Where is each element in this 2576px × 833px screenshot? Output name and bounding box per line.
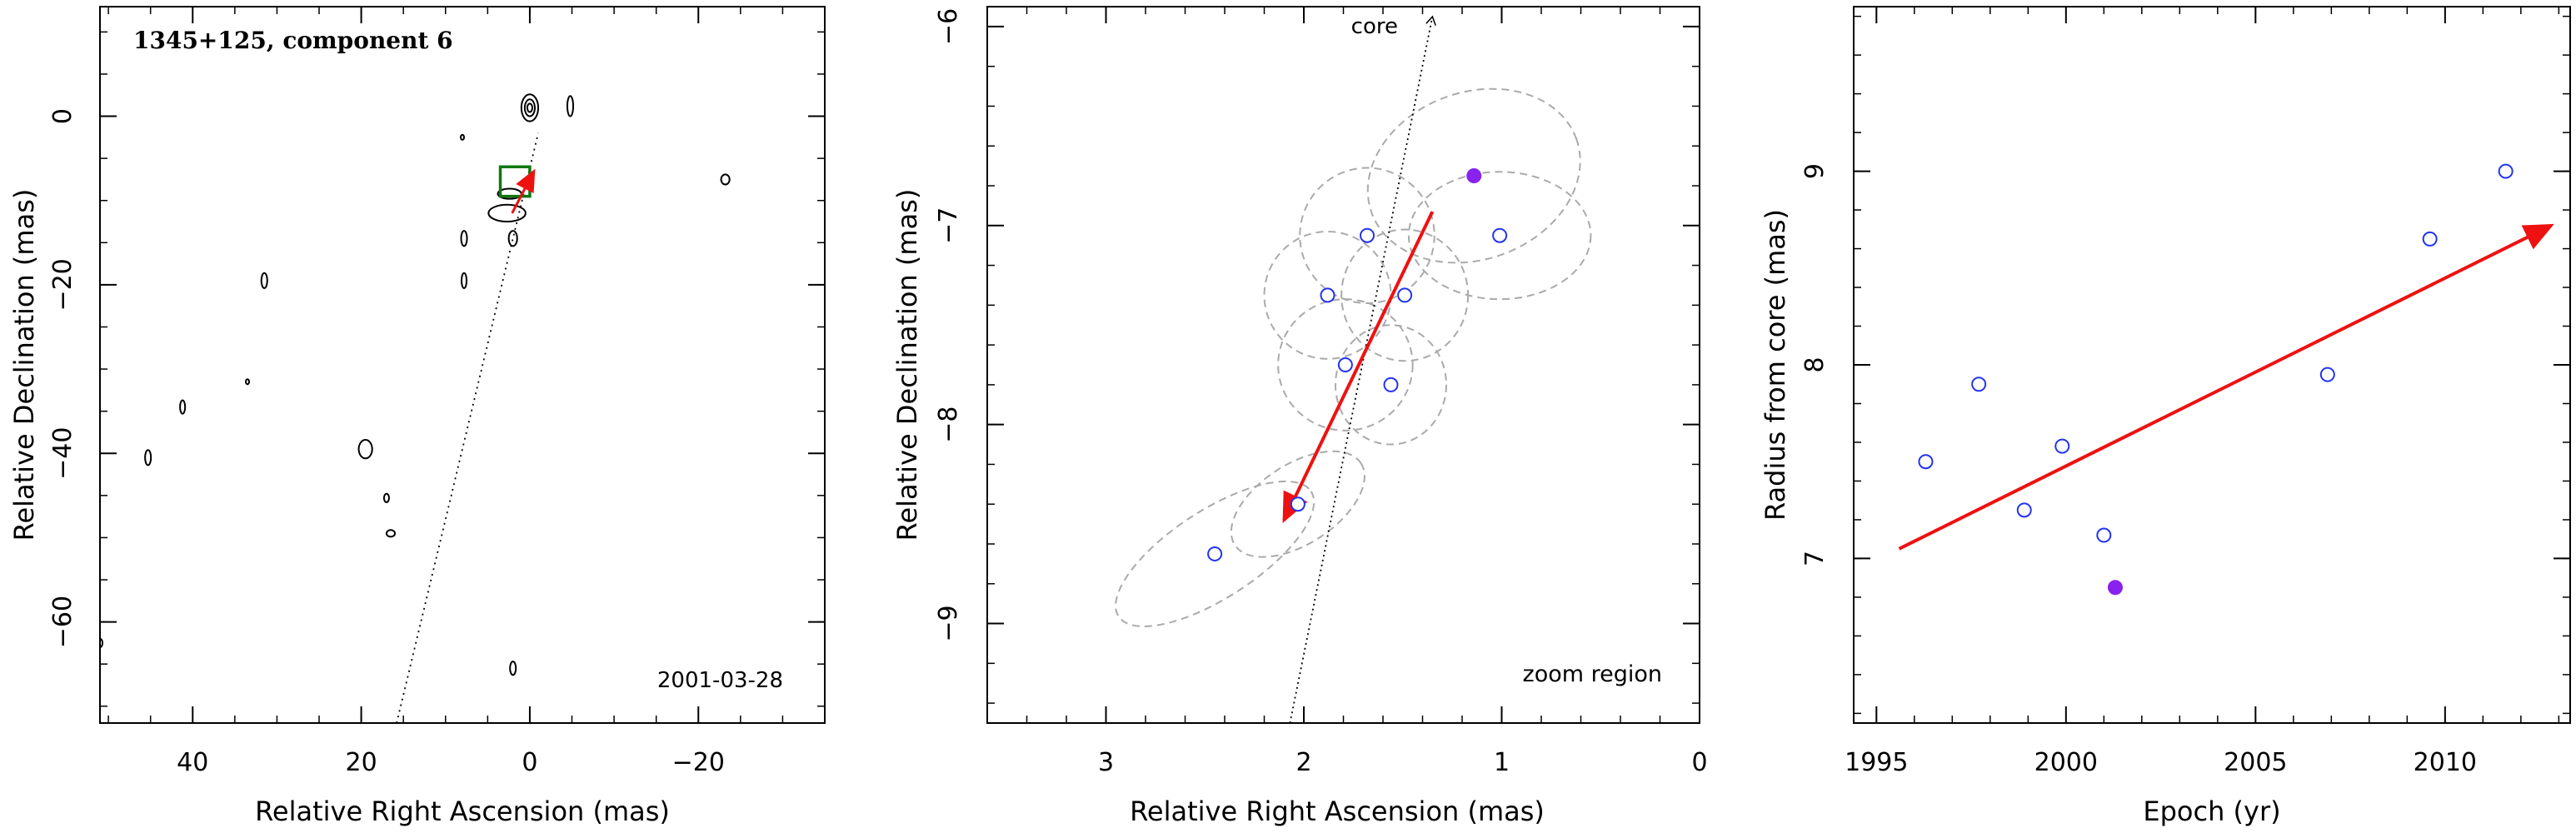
contour — [460, 272, 468, 289]
data-point-open — [1290, 496, 1305, 512]
data-point-open — [1207, 546, 1223, 561]
zoom-group — [1115, 17, 1592, 723]
core-trajectory-line — [396, 132, 539, 723]
y-tick-label: −20 — [48, 258, 77, 311]
contour — [460, 133, 465, 141]
data-point-filled — [2107, 580, 2123, 596]
data-point-open — [2096, 527, 2112, 543]
panel-left-frame — [99, 6, 826, 724]
x-tick-label: 0 — [522, 748, 537, 777]
y-tick-label: 0 — [48, 108, 77, 124]
contour — [385, 529, 397, 538]
panel-right-frame — [1853, 6, 2571, 724]
component-ellipse — [1230, 450, 1365, 558]
panel-middle: 3 2 1 0 −6 −7 −8 −9 core zoom region Relative R… — [891, 6, 1708, 827]
data-point-open — [2498, 163, 2514, 179]
zoom-box — [498, 165, 532, 198]
panel-right: 1995 2000 2005 2010 7 8 9 Epoch (yr) Radius fr… — [1760, 6, 2571, 827]
core-direction-line — [1289, 17, 1432, 723]
contour-group — [100, 93, 731, 723]
y-tick-label: 8 — [1800, 357, 1830, 372]
y-tick-label: −40 — [48, 427, 77, 480]
x-tick-label: 3 — [1098, 748, 1114, 777]
data-point-open — [2422, 231, 2438, 247]
panel-left: 40 20 0 −20 0 −20 −40 −60 1345+125, component 6… — [8, 6, 826, 827]
core-label: core — [1351, 14, 1398, 39]
component-ellipse — [1115, 480, 1315, 627]
contour — [566, 95, 575, 117]
panel-right-xlabel: Epoch (yr) — [2143, 796, 2280, 827]
x-tick-label: 2 — [1295, 748, 1311, 777]
panel-left-ticks: 40 20 0 −20 0 −20 −40 −60 — [48, 7, 826, 777]
x-tick-label: 20 — [346, 748, 377, 777]
x-tick-label: 40 — [177, 748, 208, 777]
component-ellipse — [1335, 324, 1447, 446]
contour — [460, 230, 468, 247]
x-tick-label: −20 — [672, 748, 725, 777]
data-point-open — [1397, 287, 1413, 303]
y-tick-label: −60 — [48, 596, 77, 648]
component-ellipse — [1299, 167, 1435, 304]
contour — [526, 102, 533, 113]
component-ellipse — [1407, 171, 1592, 301]
panel-left-date: 2001-03-28 — [657, 668, 783, 693]
motion-arrow — [1282, 211, 1435, 523]
data-point-open — [1383, 377, 1399, 392]
contour — [509, 661, 517, 676]
x-tick-label: 2005 — [2224, 748, 2287, 777]
panel-middle-ticks: 3 2 1 0 −6 −7 −8 −9 — [934, 7, 1708, 777]
panel-right-ticks: 1995 2000 2005 2010 7 8 9 — [1800, 7, 2570, 777]
motion-arrow — [511, 168, 536, 214]
data-point-open — [1971, 377, 1987, 392]
panel-left-xlabel: Relative Right Ascension (mas) — [255, 796, 670, 827]
y-tick-label: −7 — [934, 207, 963, 244]
panel-left-title: 1345+125, component 6 — [133, 27, 453, 54]
component-ellipse — [1366, 87, 1581, 264]
panel-right-ylabel: Radius from core (mas) — [1760, 209, 1791, 521]
contour — [144, 449, 152, 466]
contour-map — [100, 93, 731, 723]
data-point-filled — [1466, 168, 1482, 184]
data-point-open — [1360, 227, 1375, 243]
data-point-open — [1918, 454, 1934, 470]
contour — [520, 93, 540, 122]
data-point-open — [2016, 502, 2032, 518]
x-tick-label: 1 — [1494, 748, 1510, 777]
y-tick-label: 7 — [1800, 551, 1830, 566]
contour — [487, 203, 527, 223]
contour — [720, 173, 731, 186]
panel-middle-xlabel: Relative Right Ascension (mas) — [1130, 796, 1545, 827]
contour — [357, 439, 373, 460]
contour — [382, 492, 390, 503]
data-point-open — [2054, 438, 2070, 454]
contour — [179, 399, 187, 415]
x-tick-label: 2010 — [2414, 748, 2477, 777]
panel-middle-ylabel: Relative Declination (mas) — [891, 189, 923, 541]
y-tick-label: −8 — [934, 407, 963, 443]
panel-left-ylabel: Relative Declination (mas) — [8, 189, 40, 541]
zoom-plot — [1115, 17, 1592, 723]
data-point-open — [1337, 357, 1353, 372]
contour — [507, 230, 518, 247]
zoom-region-label: zoom region — [1523, 661, 1662, 687]
trend-arrow — [1898, 223, 2554, 551]
data-point-open — [1320, 287, 1335, 303]
x-tick-label: 1995 — [1845, 748, 1908, 777]
contour — [523, 98, 537, 117]
x-tick-label: 2000 — [2034, 748, 2098, 777]
data-point-open — [1492, 227, 1508, 243]
y-tick-label: −9 — [934, 605, 963, 641]
contour — [245, 378, 251, 386]
x-tick-label: 0 — [1691, 748, 1707, 777]
data-point-open — [2319, 367, 2335, 382]
contour — [260, 272, 268, 289]
y-tick-label: 9 — [1800, 163, 1830, 179]
y-tick-label: −6 — [934, 8, 963, 45]
radius-plot — [1898, 163, 2554, 596]
